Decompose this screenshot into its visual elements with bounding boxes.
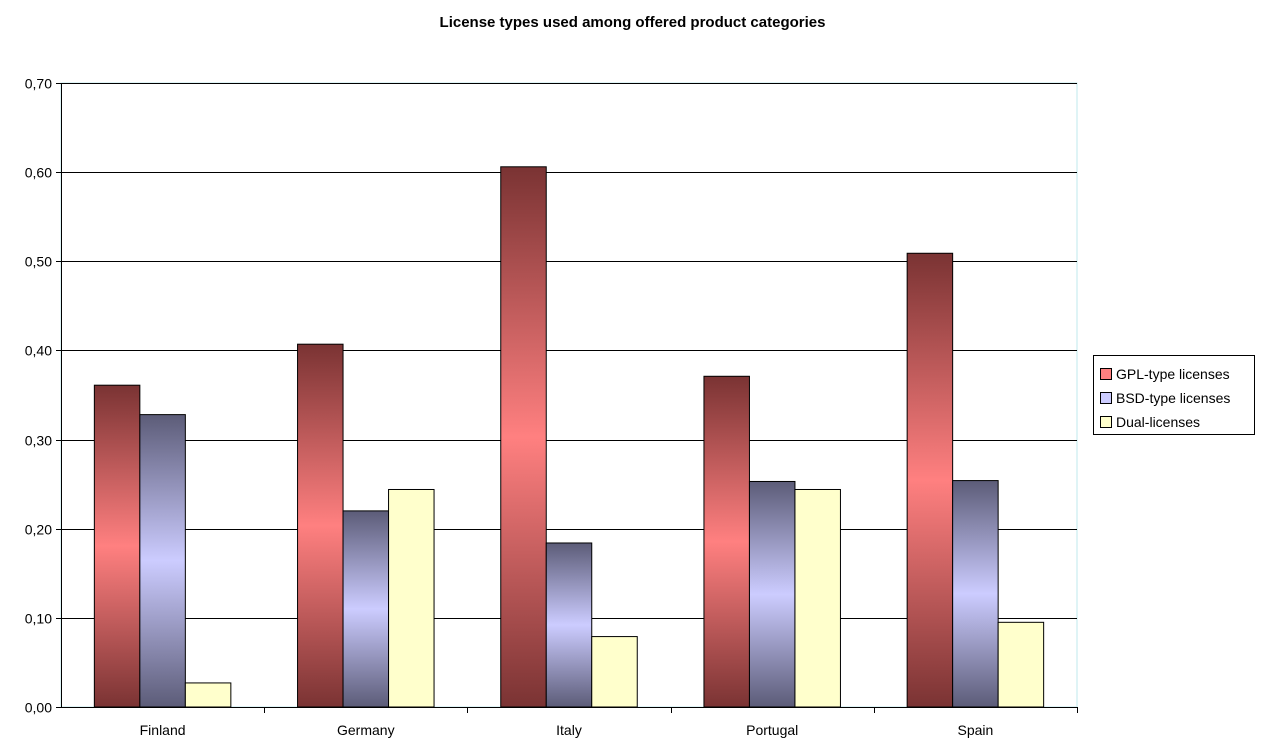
y-tick-label: 0,50 — [25, 254, 52, 270]
y-tick-label: 0,00 — [25, 700, 52, 716]
bar-italy-series-1 — [500, 166, 547, 708]
bar-germany-series-2 — [342, 510, 390, 708]
y-tick-label: 0,40 — [25, 343, 52, 359]
x-tick-label: Germany — [337, 722, 395, 738]
bar-portugal-series-3 — [794, 488, 841, 708]
bar-portugal-series-1 — [703, 375, 750, 708]
legend-swatch — [1100, 416, 1112, 428]
legend-swatch — [1100, 392, 1112, 404]
x-tick-label: Portugal — [746, 722, 798, 738]
legend-swatch — [1100, 368, 1112, 380]
y-tick-label: 0,70 — [25, 76, 52, 92]
bar-spain-series-3 — [997, 621, 1045, 708]
legend: GPL-type licenses BSD-type licenses Dual-l… — [1093, 355, 1255, 435]
bar-finland-series-1 — [93, 384, 141, 708]
legend-label: GPL-type licenses — [1116, 366, 1230, 382]
x-tick-label: Italy — [556, 722, 582, 738]
legend-label: Dual-licenses — [1116, 414, 1201, 430]
legend-label: BSD-type licenses — [1116, 390, 1231, 406]
bar-italy-series-3 — [591, 636, 638, 708]
legend-item: BSD-type licenses — [1094, 386, 1254, 410]
y-tick-label: 0,60 — [25, 165, 52, 181]
y-tick-label: 0,30 — [25, 433, 52, 449]
bar-finland-series-3 — [184, 682, 232, 708]
bar-spain-series-1 — [906, 252, 954, 708]
legend-item: GPL-type licenses — [1094, 362, 1254, 386]
x-tick-label: Finland — [140, 722, 186, 738]
legend-item: Dual-licenses — [1094, 410, 1254, 434]
y-tick-label: 0,10 — [25, 611, 52, 627]
bar-germany-series-3 — [388, 488, 435, 708]
bar-germany-series-1 — [297, 343, 344, 708]
bar-spain-series-2 — [952, 480, 999, 708]
bar-italy-series-2 — [545, 542, 593, 708]
chart-title: License types used among offered product… — [439, 14, 826, 31]
y-tick-label: 0,20 — [25, 522, 52, 538]
bar-finland-series-2 — [139, 414, 186, 708]
x-tick-label: Spain — [957, 722, 993, 738]
bar-portugal-series-2 — [748, 480, 796, 708]
